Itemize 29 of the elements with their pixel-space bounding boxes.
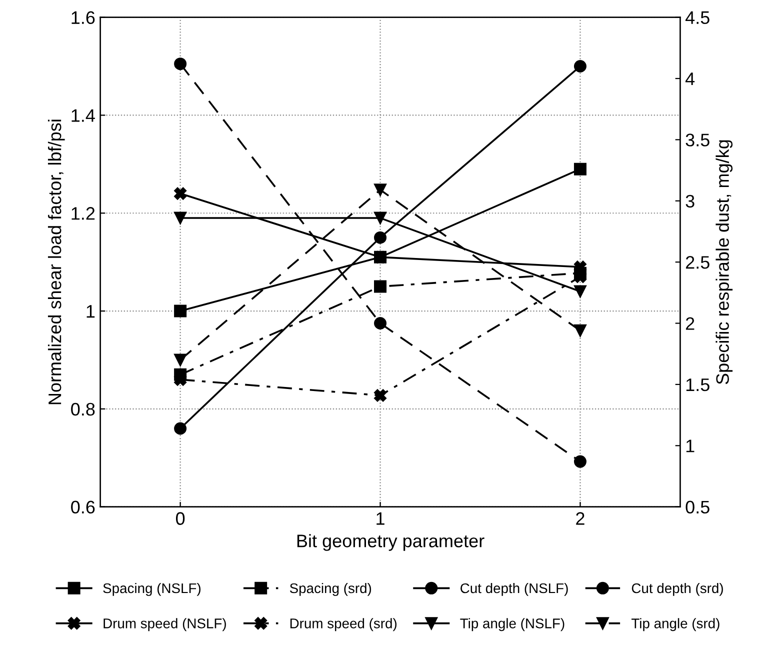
y2-tick-label: 4	[685, 72, 695, 86]
y-tick-label: 0.8	[71, 402, 95, 416]
x-axis-title: Bit geometry parameter	[297, 534, 484, 551]
legend-label: Drum speed (NSLF)	[104, 618, 226, 632]
legend-label: Cut depth (srd)	[632, 582, 723, 596]
y2-tick-label: 4.5	[685, 11, 710, 24]
y-tick-label: 1.6	[72, 11, 95, 24]
legend-label: Spacing (NSLF)	[103, 582, 200, 596]
y-tick-label: 1	[86, 305, 95, 318]
legend-label: Drum speed (srd)	[290, 618, 396, 632]
y-axis-title: Normalized shear load factor, lbf/psi	[48, 120, 65, 404]
y2-axis-title: Specific respirable dust, mg/kg	[716, 140, 733, 384]
y-tick-label: 1.2	[72, 207, 95, 220]
x-tick-label: 0	[176, 512, 185, 525]
y2-tick-label: 1.5	[686, 378, 710, 392]
y2-tick-label: 2.5	[686, 256, 710, 269]
y2-tick-label: 0.5	[686, 500, 710, 514]
y2-tick-label: 3	[686, 194, 694, 208]
x-tick-label: 1	[376, 512, 384, 525]
legend-label: Tip angle (NSLF)	[460, 618, 564, 632]
y2-tick-label: 3.5	[686, 134, 710, 146]
x-tick-label: 2	[576, 512, 584, 525]
y2-tick-label: 1	[686, 440, 694, 452]
y2-tick-label: 2	[686, 317, 694, 330]
legend-label: Tip angle (srd)	[631, 618, 720, 632]
legend-label: Cut depth (NSLF)	[460, 582, 568, 596]
y-tick-label: 1.4	[72, 109, 95, 122]
legend-label: Spacing (srd)	[290, 582, 372, 596]
y-tick-label: 0.6	[71, 500, 95, 514]
